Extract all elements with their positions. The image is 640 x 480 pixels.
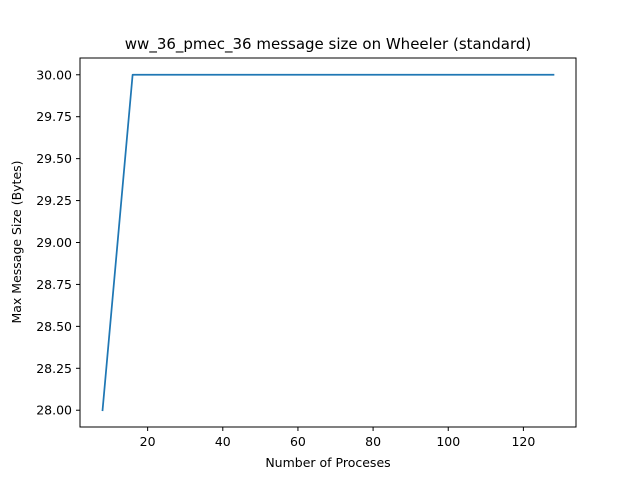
x-tick-label-2: 60 xyxy=(290,434,306,449)
y-axis-label: Max Message Size (Bytes) xyxy=(9,160,24,323)
x-tick-label-4: 100 xyxy=(436,434,460,449)
series-line-0 xyxy=(101,73,555,412)
y-tick-label-8: 30.00 xyxy=(36,67,72,82)
plot-area: 20 40 60 80 100 120 28.00 28.25 28.50 28.75 29.00… xyxy=(36,57,577,449)
y-tick-label-6: 29.50 xyxy=(36,151,72,166)
y-tick-label-1: 28.25 xyxy=(36,361,72,376)
x-axis-label: Number of Proceses xyxy=(265,455,390,470)
x-tick-label-1: 40 xyxy=(215,434,231,449)
chart-title: ww_36_pmec_36 message size on Wheeler (s… xyxy=(125,35,531,54)
x-axis-ticks: 20 40 60 80 100 120 xyxy=(140,427,535,449)
y-tick-label-3: 28.75 xyxy=(36,277,72,292)
y-axis-ticks: 28.00 28.25 28.50 28.75 29.00 29.25 29.50 29.75… xyxy=(36,67,80,418)
y-tick-label-4: 29.00 xyxy=(36,235,72,250)
x-tick-label-3: 80 xyxy=(365,434,381,449)
x-tick-label-0: 20 xyxy=(140,434,156,449)
y-tick-label-0: 28.00 xyxy=(36,403,72,418)
y-tick-label-2: 28.50 xyxy=(36,319,72,334)
x-tick-label-5: 120 xyxy=(511,434,535,449)
y-tick-label-7: 29.75 xyxy=(36,109,72,124)
y-tick-label-5: 29.25 xyxy=(36,193,72,208)
series-layer xyxy=(101,73,555,412)
